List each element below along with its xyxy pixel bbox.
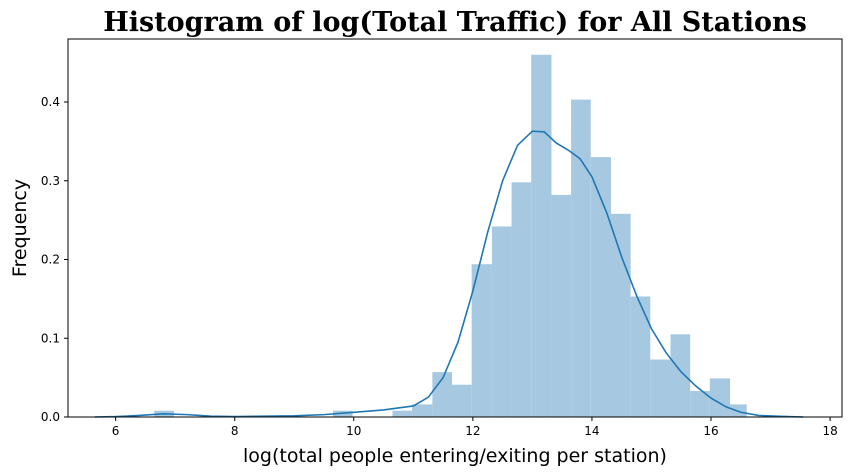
kde-density-line (94, 130, 804, 418)
histogram-bar (432, 372, 453, 417)
chart-title: Histogram of log(Total Traffic) for All … (103, 7, 807, 38)
histogram-bar (551, 194, 572, 417)
y-tick-label: 0.4 (41, 95, 60, 109)
histogram-bar (511, 182, 532, 417)
y-tick-label: 0.0 (41, 410, 60, 424)
histogram-bar (571, 99, 591, 417)
histogram-bar (690, 391, 710, 417)
plot-frame (67, 38, 843, 418)
histogram-bar (670, 334, 691, 417)
histogram-bars (154, 54, 747, 417)
x-tick-label: 8 (231, 424, 239, 438)
x-tick-label: 6 (112, 424, 120, 438)
histogram-bar (392, 410, 413, 417)
histogram-bar (531, 54, 552, 417)
histogram-bar (630, 296, 651, 417)
x-axis-ticks: 6 8 10 12 14 16 18 (112, 417, 838, 438)
x-axis-label: log(total people entering/exiting per st… (243, 445, 667, 467)
x-tick-label: 14 (584, 424, 599, 438)
y-tick-label: 0.2 (41, 253, 60, 267)
x-tick-label: 18 (822, 424, 837, 438)
y-tick-label: 0.3 (41, 174, 60, 188)
x-tick-label: 10 (346, 424, 361, 438)
histogram-bar (590, 157, 611, 417)
histogram-bar (709, 378, 731, 417)
histogram-bar (650, 359, 671, 417)
histogram-bar (491, 226, 512, 417)
x-tick-label: 12 (465, 424, 480, 438)
y-axis-ticks: 0.0 0.1 0.2 0.3 0.4 (41, 95, 68, 424)
y-axis-label: Frequency (9, 179, 31, 277)
histogram-bar (610, 213, 631, 417)
histogram-bar (471, 264, 492, 417)
x-tick-label: 16 (703, 424, 718, 438)
y-tick-label: 0.1 (41, 331, 60, 345)
histogram-bar (452, 384, 472, 417)
histogram-bar (412, 404, 433, 417)
